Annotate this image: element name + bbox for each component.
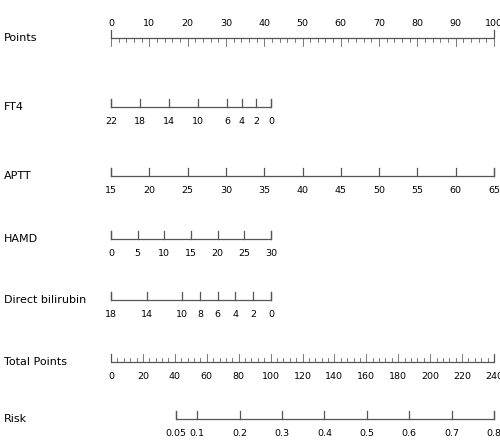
Text: 22: 22 xyxy=(105,117,117,126)
Text: 60: 60 xyxy=(201,372,213,381)
Text: 65: 65 xyxy=(488,186,500,195)
Text: 45: 45 xyxy=(335,186,347,195)
Text: 60: 60 xyxy=(450,186,462,195)
Text: 14: 14 xyxy=(140,310,152,319)
Text: 10: 10 xyxy=(192,117,204,126)
Text: 14: 14 xyxy=(163,117,175,126)
Text: 20: 20 xyxy=(212,249,224,258)
Text: 240: 240 xyxy=(485,372,500,381)
Text: 18: 18 xyxy=(105,310,117,319)
Text: 0.4: 0.4 xyxy=(317,429,332,438)
Text: 0.5: 0.5 xyxy=(360,429,374,438)
Text: 80: 80 xyxy=(412,19,424,28)
Text: Points: Points xyxy=(4,33,38,43)
Text: 10: 10 xyxy=(158,249,170,258)
Text: 6: 6 xyxy=(214,310,220,319)
Text: 30: 30 xyxy=(265,249,277,258)
Text: 0: 0 xyxy=(108,19,114,28)
Text: 0.2: 0.2 xyxy=(232,429,247,438)
Text: 160: 160 xyxy=(358,372,376,381)
Text: 5: 5 xyxy=(134,249,140,258)
Text: 30: 30 xyxy=(220,186,232,195)
Text: 25: 25 xyxy=(238,249,250,258)
Text: 20: 20 xyxy=(144,186,156,195)
Text: 2: 2 xyxy=(254,117,260,126)
Text: 90: 90 xyxy=(450,19,462,28)
Text: 0: 0 xyxy=(268,117,274,126)
Text: 20: 20 xyxy=(182,19,194,28)
Text: 0.6: 0.6 xyxy=(402,429,416,438)
Text: 20: 20 xyxy=(137,372,149,381)
Text: Direct bilirubin: Direct bilirubin xyxy=(4,295,86,305)
Text: 55: 55 xyxy=(412,186,424,195)
Text: 10: 10 xyxy=(176,310,188,319)
Text: 4: 4 xyxy=(232,310,238,319)
Text: 18: 18 xyxy=(134,117,146,126)
Text: Risk: Risk xyxy=(4,414,27,424)
Text: Total Points: Total Points xyxy=(4,357,67,367)
Text: 120: 120 xyxy=(294,372,312,381)
Text: 0: 0 xyxy=(108,249,114,258)
Text: 0.8: 0.8 xyxy=(486,429,500,438)
Text: 140: 140 xyxy=(326,372,344,381)
Text: 40: 40 xyxy=(258,19,270,28)
Text: 0.1: 0.1 xyxy=(190,429,204,438)
Text: 25: 25 xyxy=(182,186,194,195)
Text: 70: 70 xyxy=(373,19,385,28)
Text: 30: 30 xyxy=(220,19,232,28)
Text: HAMD: HAMD xyxy=(4,234,38,244)
Text: 80: 80 xyxy=(232,372,244,381)
Text: 10: 10 xyxy=(144,19,156,28)
Text: FT4: FT4 xyxy=(4,102,24,112)
Text: 2: 2 xyxy=(250,310,256,319)
Text: 220: 220 xyxy=(453,372,471,381)
Text: 100: 100 xyxy=(262,372,280,381)
Text: 200: 200 xyxy=(421,372,439,381)
Text: 0.05: 0.05 xyxy=(166,429,186,438)
Text: 50: 50 xyxy=(373,186,385,195)
Text: 6: 6 xyxy=(224,117,230,126)
Text: 8: 8 xyxy=(197,310,203,319)
Text: 4: 4 xyxy=(239,117,245,126)
Text: 100: 100 xyxy=(485,19,500,28)
Text: 40: 40 xyxy=(296,186,308,195)
Text: 0: 0 xyxy=(108,372,114,381)
Text: 50: 50 xyxy=(296,19,308,28)
Text: 40: 40 xyxy=(169,372,181,381)
Text: 15: 15 xyxy=(105,186,117,195)
Text: 35: 35 xyxy=(258,186,270,195)
Text: 0.7: 0.7 xyxy=(444,429,459,438)
Text: 15: 15 xyxy=(185,249,197,258)
Text: APTT: APTT xyxy=(4,171,32,181)
Text: 0: 0 xyxy=(268,310,274,319)
Text: 0.3: 0.3 xyxy=(274,429,289,438)
Text: 60: 60 xyxy=(335,19,347,28)
Text: 180: 180 xyxy=(389,372,407,381)
